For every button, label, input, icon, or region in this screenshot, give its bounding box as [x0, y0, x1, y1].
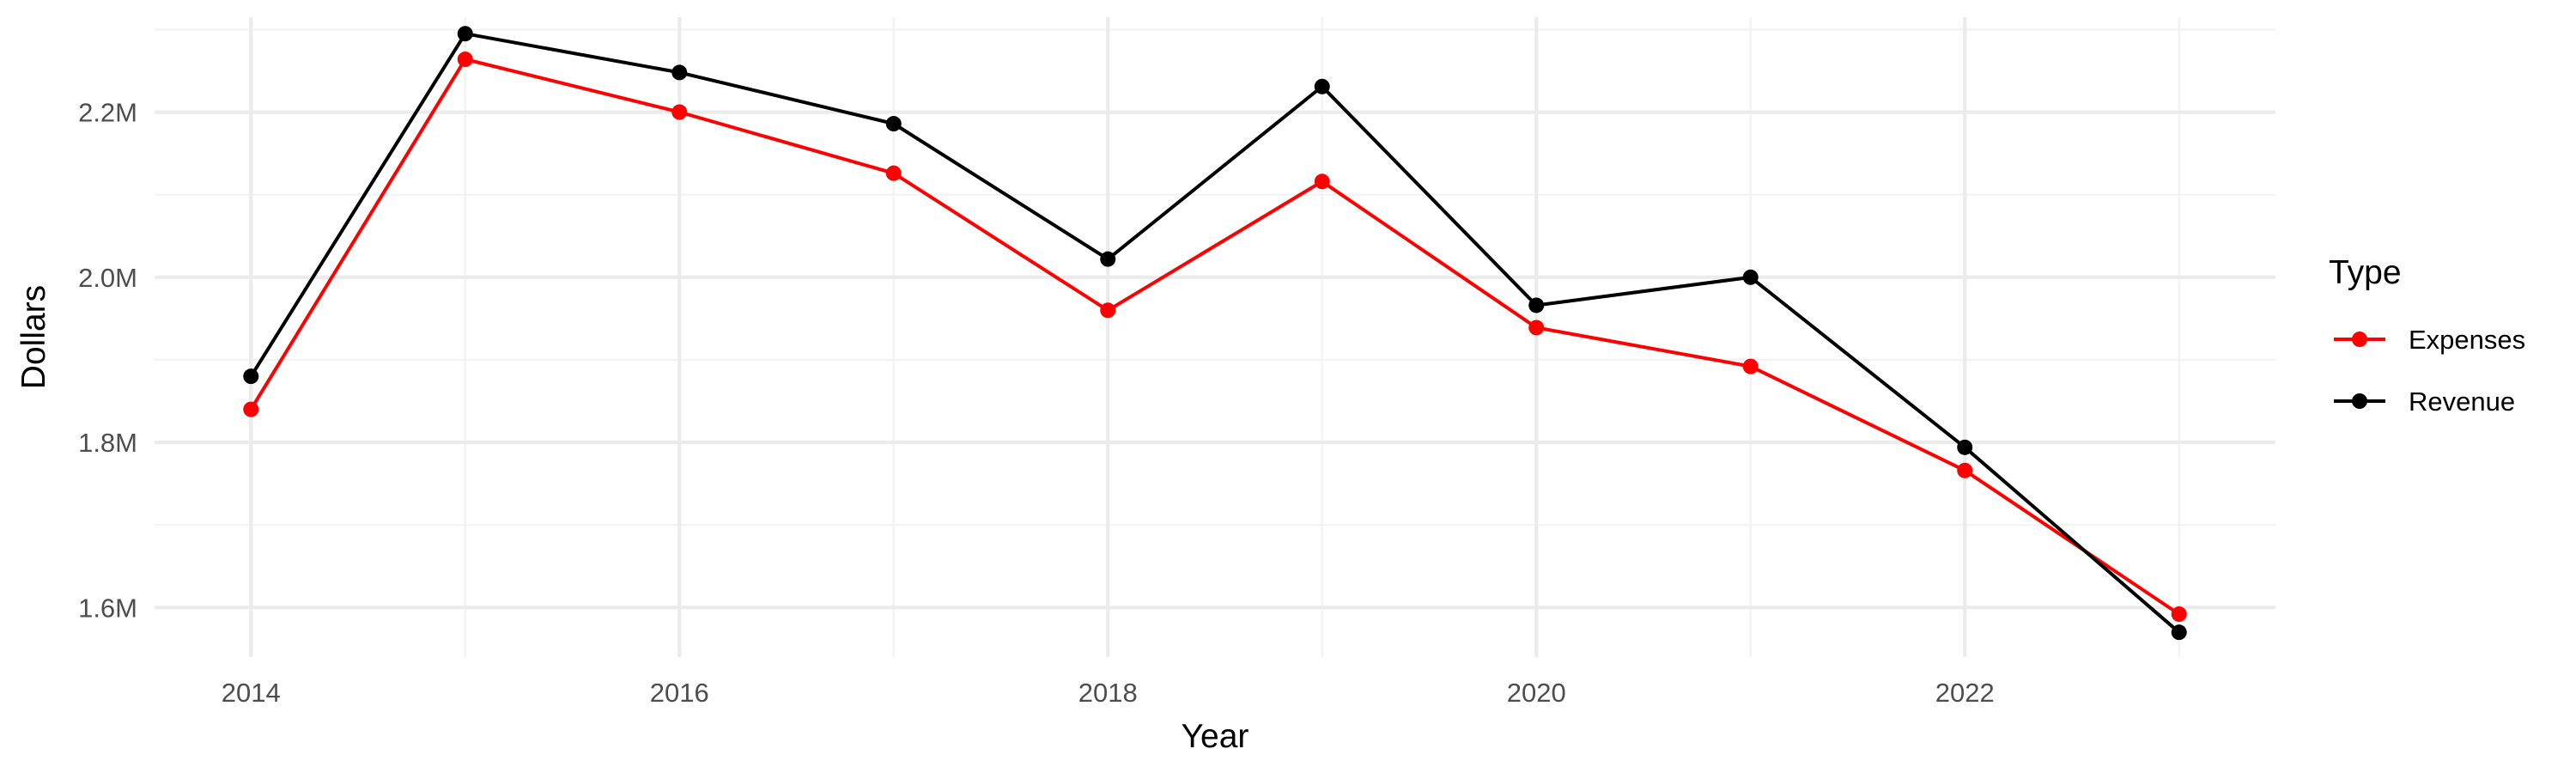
- y-tick-label: 2.2M: [78, 98, 137, 128]
- data-point-expenses: [2171, 606, 2187, 623]
- data-point-expenses: [1957, 462, 1973, 478]
- legend-key-point: [2352, 393, 2367, 409]
- data-point-revenue: [1957, 439, 1973, 455]
- x-axis-ticks: 2014 2016 2018 2020 2022: [222, 678, 1995, 708]
- data-point-revenue: [1100, 251, 1116, 267]
- legend-title: Type: [2329, 254, 2402, 291]
- series-revenue: [243, 26, 2187, 641]
- legend: Type Expenses Revenue: [2329, 254, 2525, 417]
- data-point-revenue: [1314, 78, 1330, 94]
- series-lines: [243, 26, 2187, 641]
- series-expenses: [243, 52, 2187, 623]
- x-tick-label: 2018: [1078, 678, 1138, 708]
- legend-label: Expenses: [2409, 325, 2525, 355]
- y-axis-ticks: 1.6M 1.8M 2.0M 2.2M: [78, 98, 137, 624]
- y-tick-label: 1.6M: [78, 593, 137, 623]
- data-point-revenue: [457, 26, 473, 42]
- x-tick-label: 2014: [222, 678, 281, 708]
- y-axis-title: Dollars: [15, 285, 52, 389]
- x-axis-title: Year: [1182, 718, 1249, 755]
- legend-item-expenses: Expenses: [2334, 325, 2525, 355]
- data-point-expenses: [671, 104, 688, 120]
- data-point-revenue: [885, 116, 902, 132]
- data-point-expenses: [885, 165, 902, 181]
- data-point-revenue: [243, 368, 259, 385]
- data-point-expenses: [243, 401, 259, 417]
- data-point-expenses: [1528, 320, 1545, 336]
- data-point-expenses: [1742, 358, 1759, 374]
- grid: [155, 17, 2275, 657]
- y-tick-label: 2.0M: [78, 263, 137, 293]
- x-tick-label: 2022: [1935, 678, 1995, 708]
- data-point-expenses: [1314, 173, 1330, 190]
- data-point-expenses: [457, 52, 473, 68]
- legend-item-revenue: Revenue: [2334, 386, 2515, 417]
- y-tick-label: 1.8M: [78, 428, 137, 458]
- data-point-revenue: [1742, 269, 1759, 285]
- data-point-revenue: [1528, 297, 1545, 313]
- data-point-expenses: [1100, 302, 1116, 319]
- series-line-expenses: [249, 58, 2180, 616]
- legend-key-point: [2352, 332, 2367, 347]
- series-line-revenue: [249, 32, 2181, 634]
- data-point-revenue: [2171, 624, 2187, 641]
- data-point-revenue: [671, 64, 688, 81]
- x-tick-label: 2016: [650, 678, 709, 708]
- legend-label: Revenue: [2409, 386, 2515, 417]
- x-tick-label: 2020: [1507, 678, 1566, 708]
